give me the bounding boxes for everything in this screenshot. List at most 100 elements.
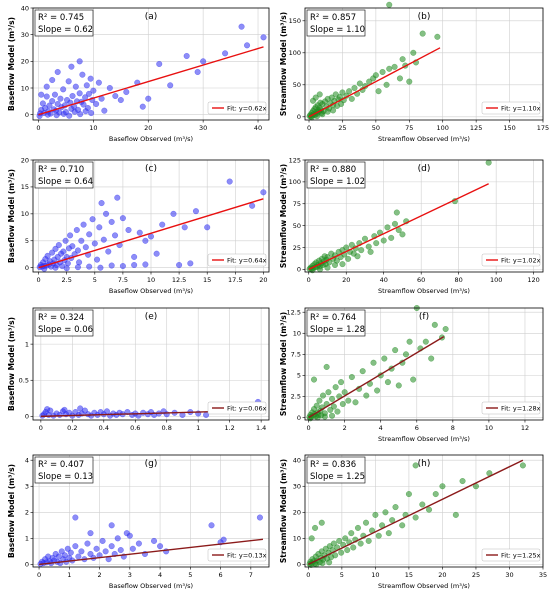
data-point <box>339 401 346 408</box>
panel-g: 0 1 2 3 4 5 6 7 0 1 2 3 4 Baseflow Observed (m³/s) Bas… <box>7 454 270 590</box>
data-point <box>60 248 67 255</box>
plot-frame <box>32 454 270 568</box>
data-point <box>112 232 119 239</box>
stats-box <box>34 456 94 484</box>
panel-a: 0 10 20 30 40 0 10 20 30 40 Baseflow Observed (m³/… <box>7 4 270 143</box>
panel-label: (d) <box>418 164 431 174</box>
x-tick-label: 10 <box>89 124 97 132</box>
x-axis-label: Streamflow Observed (m³/s) <box>378 287 470 295</box>
r2-text: R² = 0.324 <box>38 313 84 323</box>
y-tick-label: 12.5 <box>287 309 301 317</box>
fit-line <box>38 538 264 566</box>
legend-label: Fit: y=1.28x <box>501 404 541 412</box>
data-point <box>91 240 98 247</box>
y-tick-label: 2.5 <box>291 393 301 401</box>
x-axis-label: Streamflow Observed (m³/s) <box>378 135 470 143</box>
data-point <box>344 547 351 554</box>
data-point <box>77 111 84 118</box>
data-point <box>388 234 395 241</box>
data-point <box>256 514 263 521</box>
data-point <box>410 376 417 383</box>
x-tick-label: 20 <box>259 276 267 284</box>
y-tick-label: 0 <box>297 561 301 569</box>
data-point <box>312 94 319 101</box>
data-point <box>159 221 166 228</box>
r2-text: R² = 0.710 <box>38 165 84 175</box>
data-points <box>36 23 267 119</box>
x-tick-label: 0.4 <box>99 424 109 432</box>
x-tick-label: 175 <box>537 124 549 132</box>
data-point <box>78 237 85 244</box>
data-point <box>85 90 92 97</box>
slope-text: Slope = 1.28 <box>310 325 365 335</box>
x-tick-label: 6 <box>415 424 419 432</box>
x-axis-label: Baseflow Observed (m³/s) <box>109 135 193 143</box>
data-point <box>325 389 332 396</box>
data-point <box>46 102 53 109</box>
data-point <box>370 359 377 366</box>
x-tick-label: 150 <box>503 124 515 132</box>
data-point <box>439 483 446 490</box>
data-point <box>67 232 74 239</box>
data-point <box>187 260 194 267</box>
x-tick-label: 1.4 <box>256 424 266 432</box>
x-tick-label: 125 <box>470 124 482 132</box>
stats-box <box>34 9 94 37</box>
panel-label: (b) <box>418 12 431 22</box>
data-point <box>345 397 352 404</box>
data-point <box>117 547 124 554</box>
y-tick-label: 25 <box>293 244 301 252</box>
legend-box <box>481 548 541 562</box>
data-point <box>345 255 352 262</box>
legend-box <box>207 548 267 562</box>
data-point <box>348 95 355 102</box>
data-point <box>62 237 69 244</box>
data-point <box>129 545 136 552</box>
data-point <box>372 511 379 518</box>
y-tick-label: 10 <box>21 210 29 218</box>
data-point <box>320 392 327 399</box>
x-tick-label: 5 <box>188 571 192 579</box>
data-point <box>44 406 51 413</box>
y-tick-label: 100 <box>289 49 301 57</box>
data-point <box>220 536 227 543</box>
data-point <box>52 264 59 271</box>
data-point <box>117 96 124 103</box>
slope-text: Slope = 0.06 <box>38 325 93 335</box>
data-point <box>55 553 62 560</box>
data-point <box>392 347 399 354</box>
data-point <box>55 242 62 249</box>
x-tick-label: 20 <box>342 276 350 284</box>
data-point <box>65 78 72 85</box>
data-point <box>108 218 115 225</box>
x-tick-label: 1 <box>67 571 71 579</box>
x-tick-label: 0.6 <box>130 424 140 432</box>
y-tick-label: 4 <box>25 457 29 465</box>
data-point <box>341 389 348 396</box>
data-point <box>432 491 439 498</box>
data-point <box>79 71 86 78</box>
data-point <box>63 265 70 272</box>
panel-label: (h) <box>418 459 431 469</box>
data-point <box>86 263 93 270</box>
data-point <box>87 75 94 82</box>
y-tick-label: 2 <box>25 509 29 517</box>
data-point <box>84 540 91 547</box>
x-tick-label: 0 <box>39 424 43 432</box>
r2-text: R² = 0.407 <box>38 460 84 470</box>
data-point <box>83 82 90 89</box>
x-tick-label: 5 <box>340 571 344 579</box>
plot-frame <box>32 307 270 421</box>
x-tick-label: 6 <box>219 571 223 579</box>
slope-text: Slope = 1.10 <box>310 25 365 35</box>
data-point <box>365 243 372 250</box>
data-point <box>131 253 138 260</box>
data-point <box>82 108 89 115</box>
data-point <box>125 226 132 233</box>
data-point <box>354 524 361 531</box>
data-point <box>386 65 393 72</box>
x-tick-label: 15 <box>405 571 413 579</box>
y-tick-label: 75 <box>293 200 301 208</box>
slope-text: Slope = 0.62 <box>38 25 93 35</box>
